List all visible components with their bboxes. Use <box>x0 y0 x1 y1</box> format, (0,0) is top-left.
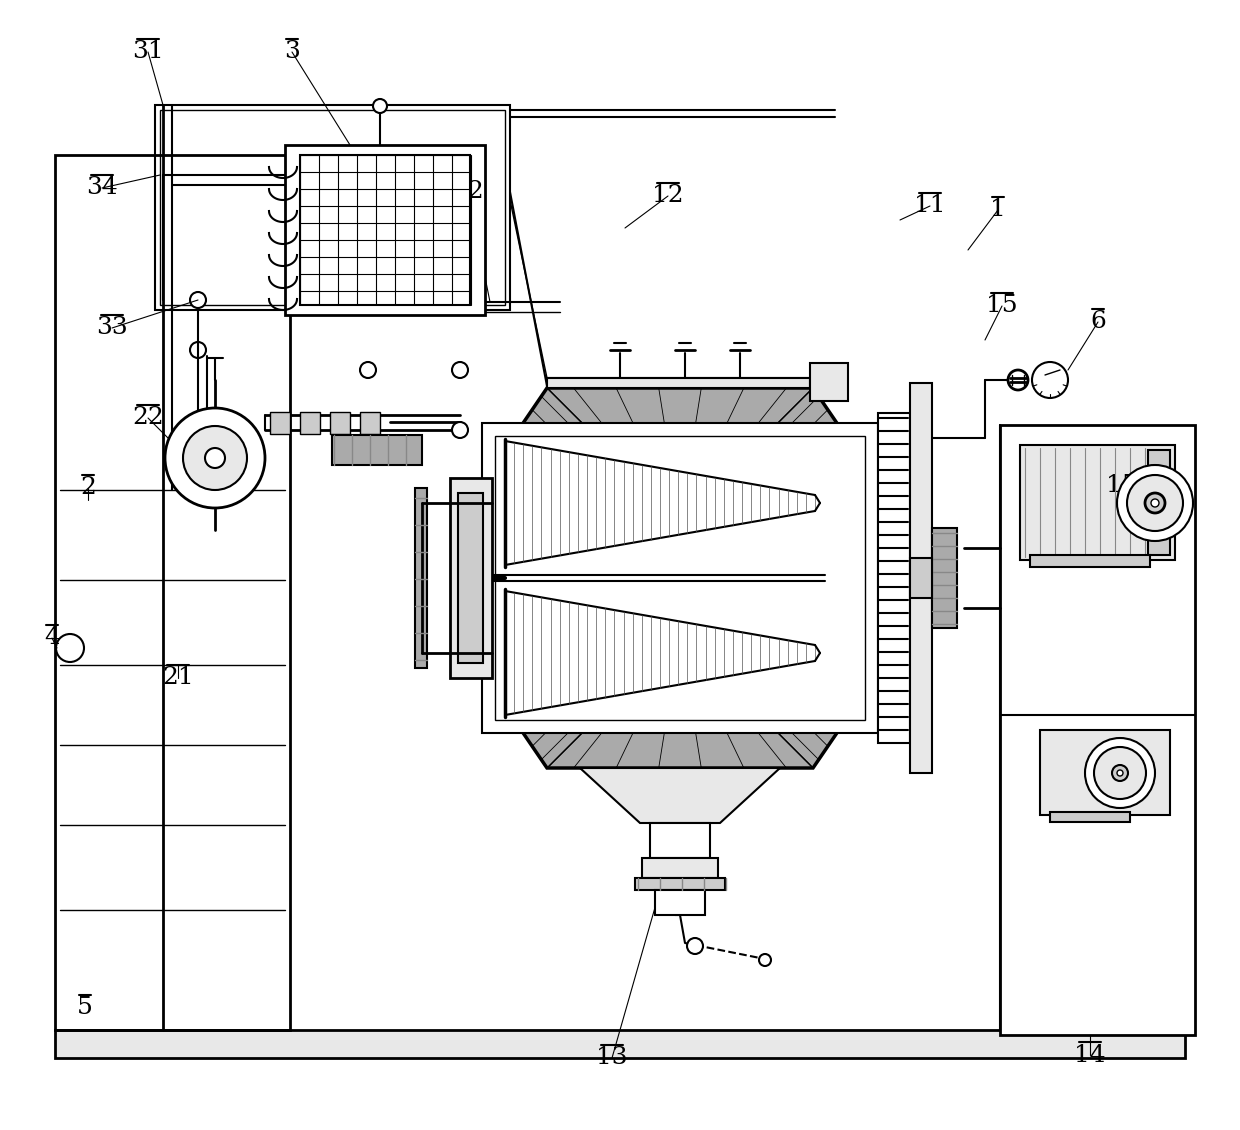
Bar <box>1021 445 1176 560</box>
Bar <box>1040 730 1171 815</box>
Bar <box>878 412 910 744</box>
Circle shape <box>56 634 84 662</box>
Bar <box>415 488 427 668</box>
Bar <box>932 528 957 628</box>
Bar <box>155 105 510 310</box>
Polygon shape <box>580 768 780 823</box>
Text: 14: 14 <box>1074 1043 1106 1067</box>
Polygon shape <box>490 642 589 768</box>
Polygon shape <box>547 725 813 768</box>
Polygon shape <box>490 388 589 514</box>
Bar <box>495 436 866 720</box>
Bar <box>300 412 320 434</box>
Text: 31: 31 <box>133 41 164 63</box>
Circle shape <box>184 426 247 490</box>
Text: 22: 22 <box>133 407 164 429</box>
Text: 12: 12 <box>652 184 683 208</box>
Bar <box>300 155 470 305</box>
Circle shape <box>1094 747 1146 799</box>
Circle shape <box>360 294 376 310</box>
Polygon shape <box>490 471 532 685</box>
Circle shape <box>1151 499 1159 507</box>
Text: 11: 11 <box>914 194 946 217</box>
Bar <box>999 425 1195 1035</box>
Circle shape <box>453 294 467 310</box>
Circle shape <box>373 99 387 113</box>
Circle shape <box>165 408 265 508</box>
Polygon shape <box>771 642 870 768</box>
Bar <box>458 493 484 663</box>
Polygon shape <box>547 388 813 431</box>
Bar <box>810 363 848 401</box>
Circle shape <box>453 421 467 438</box>
Text: 5: 5 <box>77 997 93 1019</box>
Bar <box>650 823 711 858</box>
Text: 32: 32 <box>453 181 484 203</box>
Circle shape <box>1085 738 1154 808</box>
Bar <box>547 379 810 388</box>
Text: 33: 33 <box>97 316 128 339</box>
Circle shape <box>1112 765 1128 781</box>
Bar <box>360 412 379 434</box>
Text: 6: 6 <box>1090 311 1106 333</box>
Text: 15: 15 <box>986 295 1018 318</box>
Circle shape <box>1145 493 1166 513</box>
Text: 21: 21 <box>162 667 193 689</box>
Circle shape <box>205 447 224 468</box>
Polygon shape <box>771 388 870 514</box>
Circle shape <box>1117 770 1123 776</box>
Bar <box>55 1031 1185 1058</box>
Circle shape <box>360 362 376 379</box>
Bar <box>160 110 505 305</box>
Circle shape <box>190 342 206 358</box>
Bar <box>1148 450 1171 555</box>
Circle shape <box>1127 475 1183 531</box>
Bar <box>450 478 492 678</box>
Bar <box>285 145 485 315</box>
Bar <box>655 890 706 915</box>
Circle shape <box>1032 362 1068 398</box>
Text: 1: 1 <box>990 199 1006 221</box>
Text: 150: 150 <box>1106 475 1153 497</box>
Circle shape <box>453 362 467 379</box>
Bar <box>55 155 290 1031</box>
Circle shape <box>1117 466 1193 541</box>
Bar <box>642 858 718 878</box>
Text: 4: 4 <box>45 626 60 650</box>
Polygon shape <box>828 471 870 685</box>
Polygon shape <box>532 431 828 725</box>
Bar <box>482 423 878 733</box>
Text: 3: 3 <box>284 41 300 63</box>
Bar <box>910 383 932 773</box>
Circle shape <box>759 954 771 966</box>
Circle shape <box>190 292 206 308</box>
Text: 2: 2 <box>81 477 95 499</box>
Bar <box>1030 555 1149 567</box>
Bar <box>330 412 350 434</box>
Circle shape <box>687 938 703 954</box>
Bar <box>332 435 422 466</box>
Bar <box>270 412 290 434</box>
Bar <box>635 878 725 890</box>
Text: 34: 34 <box>86 176 118 200</box>
Bar <box>1050 812 1130 822</box>
Circle shape <box>1008 370 1028 390</box>
Text: 13: 13 <box>596 1046 627 1069</box>
Bar <box>910 558 932 598</box>
